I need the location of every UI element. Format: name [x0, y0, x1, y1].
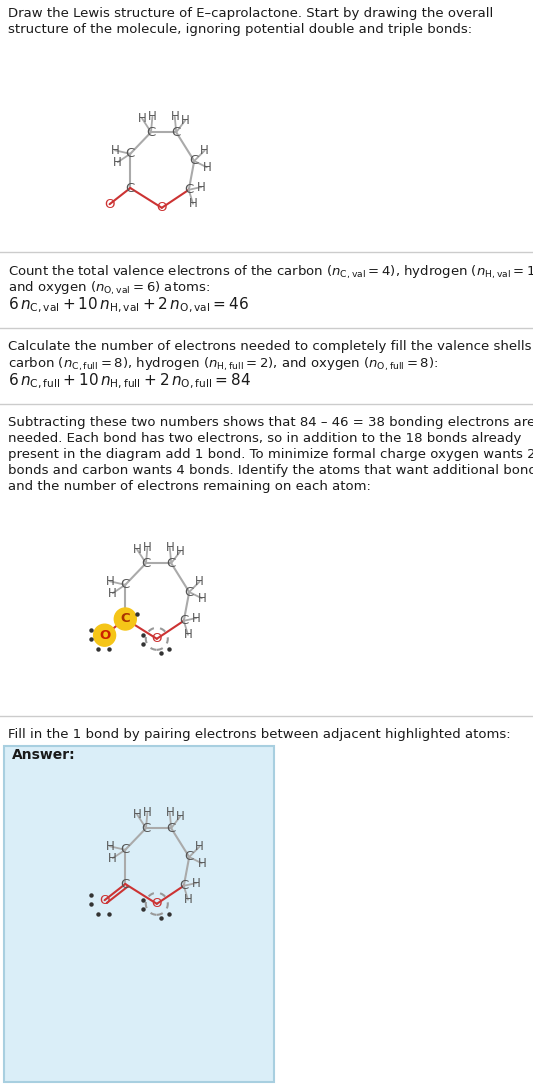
Text: H: H [165, 807, 174, 820]
Text: H: H [133, 543, 141, 556]
Text: H: H [197, 592, 206, 605]
Text: C: C [179, 880, 189, 893]
Text: H: H [195, 576, 204, 588]
Text: H: H [106, 839, 115, 852]
Text: H: H [183, 628, 192, 641]
Text: needed. Each bond has two electrons, so in addition to the 18 bonds already: needed. Each bond has two electrons, so … [8, 432, 521, 445]
Text: C: C [120, 579, 130, 591]
Text: H: H [143, 542, 152, 555]
Text: H: H [165, 542, 174, 555]
Text: H: H [192, 611, 201, 625]
Text: H: H [148, 110, 157, 123]
Text: O: O [151, 897, 162, 910]
Text: $6\,n_{\mathrm{C,val}}+10\,n_{\mathrm{H,val}}+2\,n_{\mathrm{O,val}}=46$: $6\,n_{\mathrm{C,val}}+10\,n_{\mathrm{H,… [8, 296, 249, 315]
Text: present in the diagram add 1 bond. To minimize formal charge oxygen wants 2: present in the diagram add 1 bond. To mi… [8, 448, 533, 461]
Text: and the number of electrons remaining on each atom:: and the number of electrons remaining on… [8, 480, 371, 493]
Text: Draw the Lewis structure of E–caprolactone. Start by drawing the overall: Draw the Lewis structure of E–caprolacto… [8, 7, 493, 20]
Text: C: C [167, 822, 176, 835]
Text: C: C [120, 613, 130, 626]
Text: C: C [179, 615, 189, 628]
Text: C: C [190, 155, 199, 168]
Circle shape [114, 608, 136, 630]
Text: H: H [200, 144, 209, 157]
Text: Answer:: Answer: [12, 748, 76, 762]
Text: H: H [143, 807, 152, 820]
Text: H: H [189, 197, 197, 210]
Text: O: O [99, 629, 110, 642]
Text: $6\,n_{\mathrm{C,full}}+10\,n_{\mathrm{H,full}}+2\,n_{\mathrm{O,full}}=84$: $6\,n_{\mathrm{C,full}}+10\,n_{\mathrm{H… [8, 372, 251, 391]
Text: carbon ($n_{\mathrm{C,full}}=8$), hydrogen ($n_{\mathrm{H,full}}=2$), and oxygen: carbon ($n_{\mathrm{C,full}}=8$), hydrog… [8, 356, 439, 373]
Text: O: O [104, 197, 115, 210]
Text: O: O [151, 632, 162, 645]
Text: H: H [108, 586, 117, 600]
Text: Calculate the number of electrons needed to completely fill the valence shells f: Calculate the number of electrons needed… [8, 340, 533, 353]
Text: O: O [99, 894, 110, 907]
Text: H: H [114, 156, 122, 169]
Text: C: C [184, 183, 193, 196]
Text: C: C [126, 182, 135, 194]
Text: C: C [120, 844, 130, 857]
Circle shape [94, 625, 116, 646]
Text: C: C [141, 557, 151, 570]
Text: H: H [171, 110, 179, 123]
Text: C: C [184, 585, 194, 598]
Text: and oxygen ($n_{\mathrm{O,val}}=6$) atoms:: and oxygen ($n_{\mathrm{O,val}}=6$) atom… [8, 280, 210, 298]
Text: H: H [181, 113, 190, 126]
Text: H: H [203, 161, 211, 173]
Text: H: H [110, 144, 119, 157]
Text: H: H [192, 876, 201, 889]
Text: C: C [184, 850, 194, 863]
Text: H: H [133, 808, 141, 821]
Text: C: C [126, 147, 135, 160]
Text: H: H [138, 112, 146, 124]
Text: H: H [176, 810, 184, 823]
Text: O: O [157, 202, 167, 215]
Text: structure of the molecule, ignoring potential double and triple bonds:: structure of the molecule, ignoring pote… [8, 23, 472, 36]
Text: Fill in the 1 bond by pairing electrons between adjacent highlighted atoms:: Fill in the 1 bond by pairing electrons … [8, 728, 511, 741]
Text: C: C [120, 877, 130, 891]
Text: H: H [176, 545, 184, 558]
Text: H: H [197, 857, 206, 870]
Text: C: C [167, 557, 176, 570]
FancyBboxPatch shape [4, 746, 274, 1082]
Text: H: H [197, 181, 206, 194]
Text: H: H [183, 893, 192, 906]
Text: Subtracting these two numbers shows that 84 – 46 = 38 bonding electrons are: Subtracting these two numbers shows that… [8, 416, 533, 429]
Text: Count the total valence electrons of the carbon ($n_{\mathrm{C,val}}=4$), hydrog: Count the total valence electrons of the… [8, 264, 533, 281]
Text: C: C [141, 822, 151, 835]
Text: H: H [108, 851, 117, 864]
Text: bonds and carbon wants 4 bonds. Identify the atoms that want additional bonds: bonds and carbon wants 4 bonds. Identify… [8, 464, 533, 477]
Text: H: H [195, 840, 204, 853]
Text: C: C [147, 125, 156, 138]
Text: C: C [172, 125, 181, 138]
Text: H: H [106, 574, 115, 588]
